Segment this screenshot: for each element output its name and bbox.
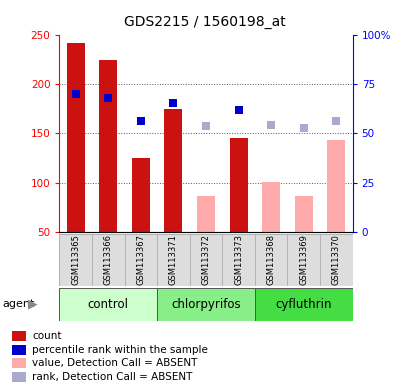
Bar xyxy=(67,43,85,232)
Bar xyxy=(92,234,124,286)
Bar xyxy=(262,182,279,232)
Bar xyxy=(12,331,26,341)
Text: value, Detection Call = ABSENT: value, Detection Call = ABSENT xyxy=(32,358,197,368)
Text: GSM113368: GSM113368 xyxy=(266,233,275,285)
Text: GDS2215 / 1560198_at: GDS2215 / 1560198_at xyxy=(124,15,285,28)
Text: count: count xyxy=(32,331,61,341)
Bar xyxy=(294,196,312,232)
Text: GSM113372: GSM113372 xyxy=(201,234,210,285)
Text: GSM113371: GSM113371 xyxy=(169,234,178,285)
Text: percentile rank within the sample: percentile rank within the sample xyxy=(32,345,207,355)
Text: GSM113367: GSM113367 xyxy=(136,233,145,285)
Text: rank, Detection Call = ABSENT: rank, Detection Call = ABSENT xyxy=(32,371,192,382)
Text: chlorpyrifos: chlorpyrifos xyxy=(171,298,240,311)
Text: control: control xyxy=(88,298,128,311)
Bar xyxy=(12,345,26,355)
Bar xyxy=(189,234,222,286)
Bar xyxy=(59,288,157,321)
Text: ▶: ▶ xyxy=(28,298,37,311)
Bar xyxy=(254,234,287,286)
Text: GSM113373: GSM113373 xyxy=(234,233,243,285)
Bar xyxy=(99,60,117,232)
Text: cyfluthrin: cyfluthrin xyxy=(275,298,331,311)
Bar xyxy=(12,371,26,382)
Bar xyxy=(287,234,319,286)
Bar xyxy=(59,234,92,286)
Bar xyxy=(229,138,247,232)
Bar xyxy=(164,109,182,232)
Text: agent: agent xyxy=(2,299,34,310)
Bar xyxy=(326,141,344,232)
Bar xyxy=(222,234,254,286)
Bar xyxy=(254,288,352,321)
Bar xyxy=(132,158,149,232)
Bar xyxy=(157,234,189,286)
Text: GSM113365: GSM113365 xyxy=(71,234,80,285)
Bar xyxy=(124,234,157,286)
Text: GSM113366: GSM113366 xyxy=(103,233,112,285)
Bar xyxy=(197,196,214,232)
Text: GSM113370: GSM113370 xyxy=(331,234,340,285)
Bar xyxy=(12,358,26,368)
Bar xyxy=(319,234,352,286)
Text: GSM113369: GSM113369 xyxy=(299,234,308,285)
Bar xyxy=(157,288,254,321)
